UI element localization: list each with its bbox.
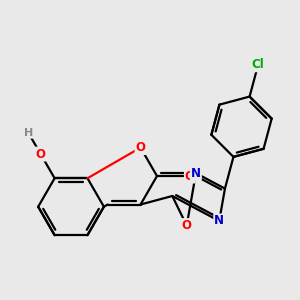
Text: O: O: [36, 148, 46, 160]
Text: O: O: [136, 141, 146, 154]
Text: H: H: [24, 128, 33, 138]
Text: N: N: [214, 214, 224, 227]
Text: N: N: [191, 167, 201, 180]
Text: O: O: [185, 169, 195, 183]
Text: O: O: [182, 219, 192, 232]
Text: Cl: Cl: [252, 58, 265, 71]
